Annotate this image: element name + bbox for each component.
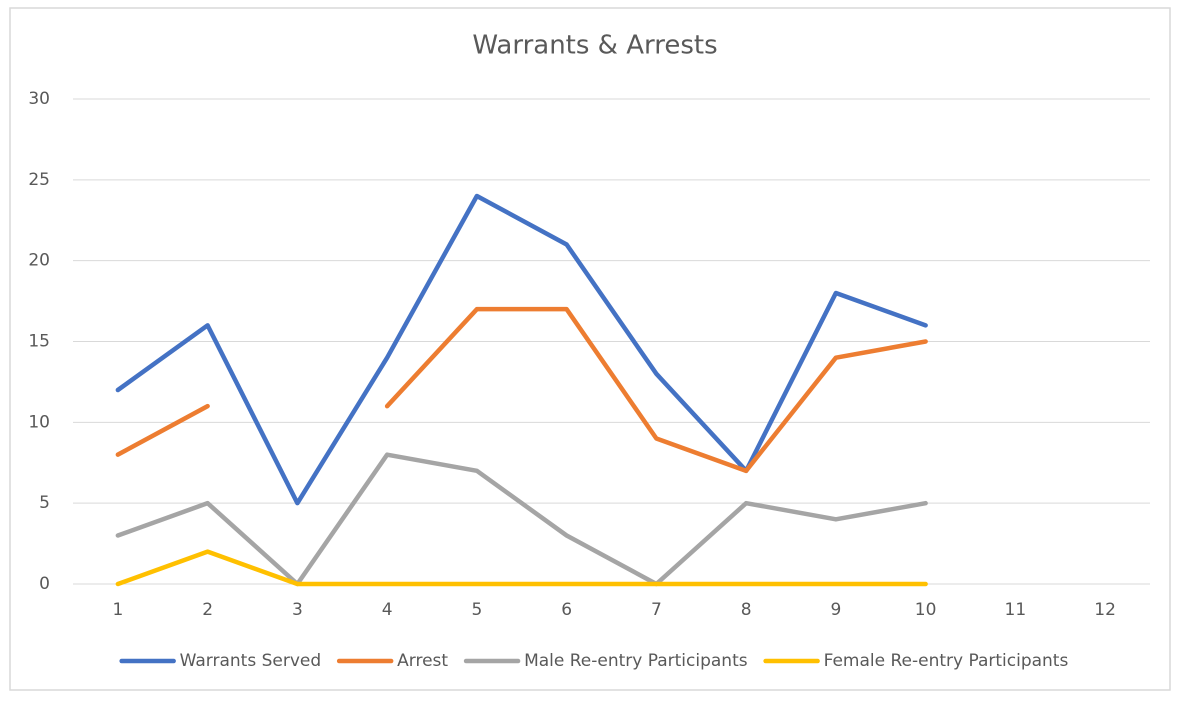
legend-label: Male Re-entry Participants [524,651,748,671]
x-tick-label: 3 [292,600,303,620]
series-line [115,549,928,587]
x-tick-label: 10 [915,600,937,620]
x-tick-label: 5 [471,600,482,620]
x-tick-label: 6 [561,600,572,620]
y-tick-label: 15 [28,332,50,352]
series-line [115,306,928,474]
x-tick-label: 8 [741,600,752,620]
x-tick-label: 4 [382,600,393,620]
legend-label: Warrants Served [180,651,322,671]
y-tick-label: 5 [39,493,50,513]
y-tick-label: 25 [28,170,50,190]
legend-label: Female Re-entry Participants [824,651,1069,671]
legend-label: Arrest [397,651,448,671]
y-tick-label: 30 [28,89,50,109]
x-tick-label: 7 [651,600,662,620]
chart-title: Warrants & Arrests [472,31,717,61]
x-tick-label: 9 [830,600,841,620]
series-line [115,193,928,506]
x-tick-label: 11 [1005,600,1027,620]
series-line [115,452,928,587]
y-tick-label: 20 [28,251,50,271]
x-tick-label: 12 [1094,600,1116,620]
chart-border [9,7,1171,691]
x-tick-label: 1 [112,600,123,620]
x-tick-label: 2 [202,600,213,620]
y-tick-label: 10 [28,412,50,432]
y-tick-label: 0 [39,574,50,594]
